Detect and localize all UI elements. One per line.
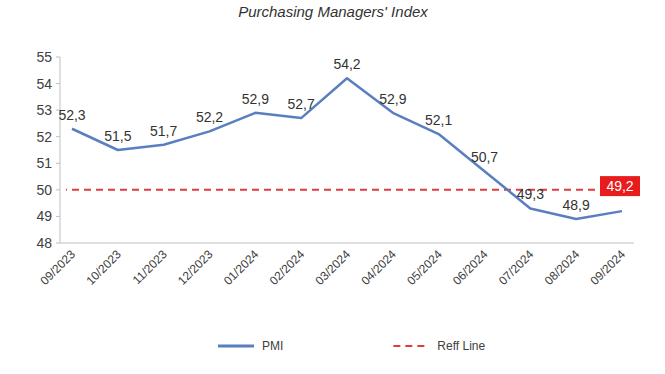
y-tick (56, 189, 60, 190)
legend-swatch (218, 345, 254, 348)
data-label: 52,9 (242, 91, 269, 107)
y-tick-label: 49 (36, 208, 52, 224)
data-label: 49,3 (517, 186, 544, 202)
y-tick (56, 243, 60, 244)
x-tick-label: 05/2024 (404, 247, 445, 288)
y-tick-label: 52 (36, 129, 52, 145)
y-tick-label: 51 (36, 155, 52, 171)
data-label: 50,7 (471, 149, 498, 165)
x-tick-label: 09/2024 (588, 247, 629, 288)
legend-swatch (393, 345, 429, 347)
x-tick-label: 08/2024 (542, 247, 583, 288)
data-label: 48,9 (563, 197, 590, 213)
x-tick-label: 03/2024 (313, 247, 354, 288)
y-tick-label: 50 (36, 182, 52, 198)
y-tick-label: 54 (36, 76, 52, 92)
x-tick-label: 06/2024 (450, 247, 491, 288)
y-tick (56, 83, 60, 84)
y-tick (56, 163, 60, 164)
y-tick-label: 53 (36, 102, 52, 118)
data-label: 52,1 (425, 112, 452, 128)
highlight-box (600, 176, 640, 196)
y-tick (56, 216, 60, 217)
chart: Purchasing Managers' Index 48 49 50 51 52 53 54… (0, 0, 665, 374)
y-tick (56, 57, 60, 58)
x-tick-label: 07/2024 (496, 247, 537, 288)
data-label: 52,9 (379, 91, 406, 107)
x-tick-label: 01/2024 (221, 247, 262, 288)
x-tick-label: 04/2024 (358, 247, 399, 288)
y-tick-label: 48 (36, 235, 52, 251)
x-tick-label: 02/2024 (267, 247, 308, 288)
data-label: 54,2 (333, 56, 360, 72)
data-label: 52,3 (58, 107, 85, 123)
y-tick (56, 136, 60, 137)
y-axis (60, 57, 61, 243)
y-tick-label: 55 (36, 49, 52, 65)
legend-label: PMI (262, 339, 283, 353)
data-label: 51,5 (104, 128, 131, 144)
legend-label: Reff Line (437, 339, 485, 353)
x-axis (60, 243, 634, 244)
x-tick-label: 11/2023 (130, 247, 170, 287)
data-label: 51,7 (150, 123, 177, 139)
x-tick-label: 10/2023 (83, 247, 124, 288)
data-label: 52,2 (196, 109, 223, 125)
data-label: 52,7 (288, 96, 315, 112)
data-label: 49,2 (606, 178, 633, 194)
plot-area (66, 78, 628, 219)
x-tick-label: 09/2023 (38, 247, 79, 288)
x-tick-label: 12/2023 (175, 247, 216, 288)
series-line (72, 78, 622, 219)
title: Purchasing Managers' Index (238, 3, 428, 20)
